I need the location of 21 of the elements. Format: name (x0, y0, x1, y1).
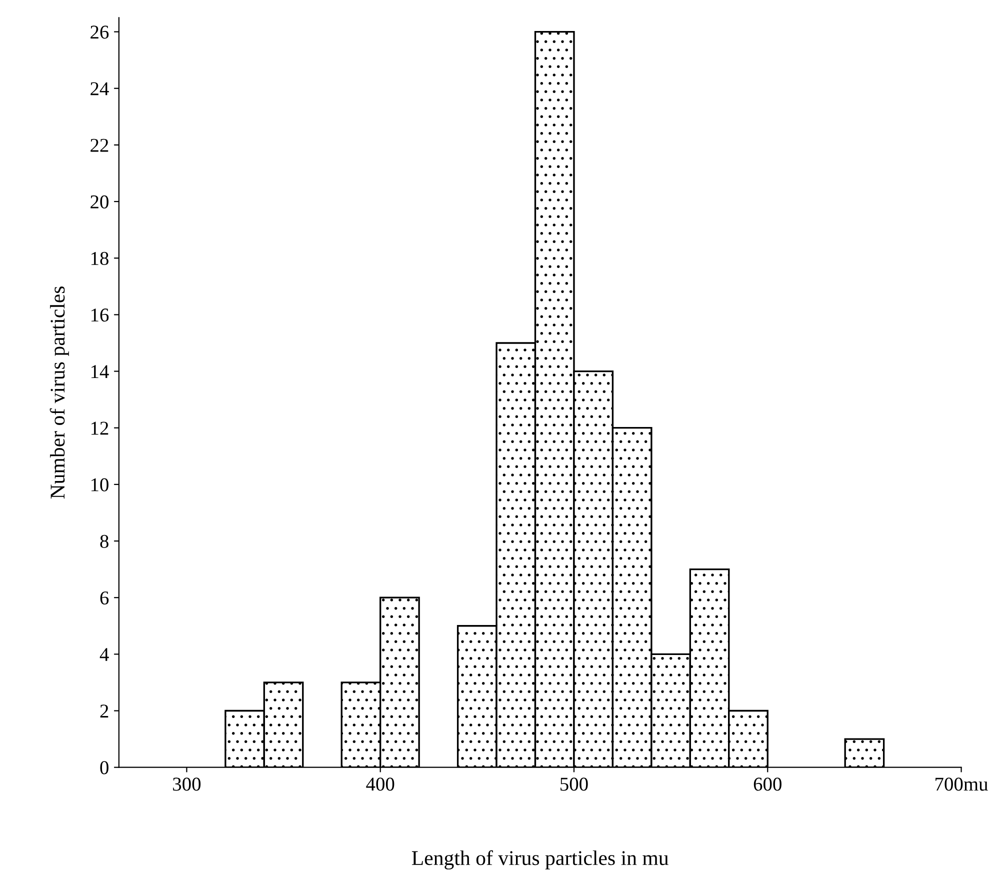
x-tick-label: 600 (754, 778, 782, 791)
x-tick-label: 500 (560, 778, 588, 791)
y-tick-label: 14 (91, 365, 109, 378)
y-tick-label: 22 (90, 138, 108, 152)
y-tick-label: 0 (100, 761, 108, 774)
y-tick-label: 2 (100, 704, 108, 718)
y-tick-label: 10 (91, 478, 108, 492)
y-tick-label: 26 (90, 26, 109, 39)
x-tick-label: 700mu (936, 778, 988, 791)
y-tick-label: 4 (100, 648, 109, 661)
y-tick-label: 24 (90, 82, 109, 96)
y-tick-label: 18 (91, 252, 108, 266)
x-tick-label: 300 (173, 778, 201, 791)
y-tick-label: 8 (100, 534, 108, 548)
y-tick-label: 6 (100, 591, 109, 605)
y-tick-label: 16 (91, 308, 109, 322)
x-tick-label: 400 (366, 778, 394, 791)
y-tick-label: 12 (91, 422, 108, 435)
x-axis-title: Length of virus particles in mu (412, 850, 668, 870)
y-axis-title: Number of virus particles (50, 286, 69, 499)
y-tick-label: 20 (90, 195, 108, 208)
